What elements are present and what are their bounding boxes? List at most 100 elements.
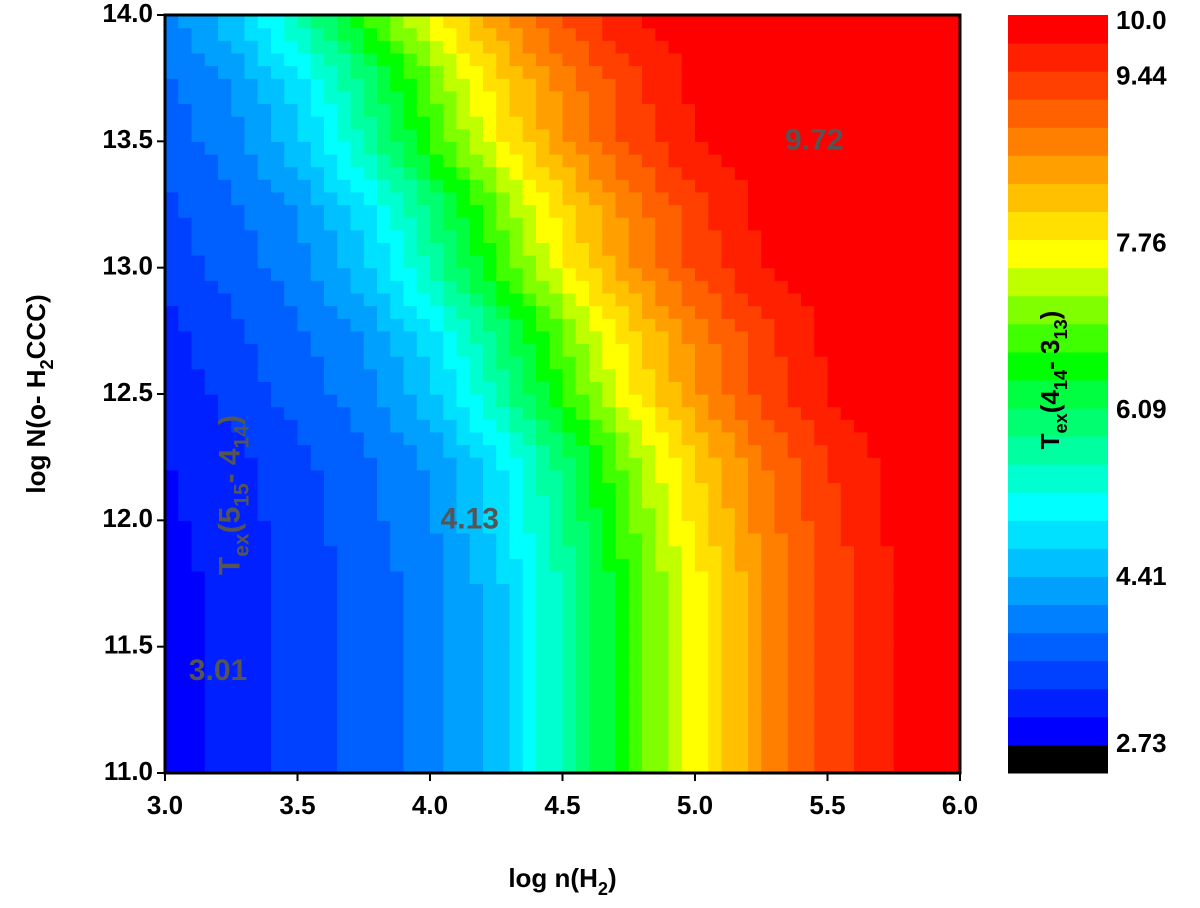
contour-patch [681,722,696,736]
annotation-part: (5 [213,507,246,534]
contour-patch [337,760,352,774]
contour-patch [218,90,232,105]
contour-patch [456,305,471,319]
contour-patch [695,419,709,433]
contour-patch [165,255,179,269]
contour-patch [244,292,259,307]
colorbar-band [1008,548,1108,577]
contour-patch [218,735,232,749]
contour-patch [377,65,391,79]
contour-patch [946,482,961,496]
contour-patch [880,153,895,168]
contour-patch [893,255,908,269]
contour-patch [867,457,882,471]
contour-patch [867,697,882,711]
contour-patch [363,684,378,698]
contour-patch [443,608,458,622]
contour-patch [257,27,272,41]
contour-patch [416,697,431,711]
contour-patch [324,153,338,168]
contour-patch [589,330,603,345]
contour-patch [907,608,921,622]
contour-patch [933,103,948,117]
contour-patch [231,507,246,521]
contour-patch [204,242,219,256]
contour-patch [562,229,577,243]
contour-patch [204,621,219,635]
contour-patch [893,368,908,382]
contour-patch [681,356,696,370]
contour-patch [324,495,338,509]
contour-patch [549,709,564,724]
contour-patch [602,191,617,206]
contour-patch [708,444,723,458]
contour-patch [390,15,405,29]
contour-patch [907,40,921,54]
contour-patch [284,204,299,218]
contour-patch [920,747,935,761]
contour-patch [827,406,842,420]
contour-patch [867,735,882,749]
contour-patch [575,646,590,660]
contour-patch [748,684,762,698]
contour-patch [920,356,935,370]
contour-patch [297,292,312,307]
contour-patch [642,394,656,408]
contour-patch [615,722,630,736]
contour-patch [840,78,855,92]
contour-patch [403,608,418,622]
contour-patch [416,356,431,370]
contour-patch [893,166,908,180]
contour-patch [483,570,497,585]
contour-patch [854,153,868,168]
contour-patch [893,242,908,256]
contour-patch [191,356,206,370]
contour-patch [483,217,497,231]
contour-patch [642,444,656,458]
contour-patch [191,128,206,142]
contour-patch [469,27,484,41]
contour-patch [522,128,537,142]
contour-patch [218,469,232,484]
contour-patch [337,747,352,761]
contour-patch [390,608,405,622]
contour-patch [165,747,179,761]
contour-patch [178,760,193,774]
contour-patch [893,583,908,597]
contour-patch [787,52,802,67]
contour-patch [748,735,762,749]
colorbar-band [1008,379,1108,409]
contour-patch [310,267,325,281]
contour-patch [721,469,736,484]
contour-patch [416,634,431,648]
contour-patch [522,229,537,243]
contour-patch [509,330,524,345]
contour-patch [363,15,378,29]
contour-patch [562,583,577,597]
contour-patch [416,292,431,307]
contour-patch [840,204,855,218]
contour-patch [257,52,272,67]
contour-patch [827,52,842,67]
contour-patch [509,596,524,610]
contour-patch [774,280,789,294]
contour-patch [748,255,762,269]
contour-patch [907,659,921,673]
contour-patch [628,381,643,395]
contour-patch [284,141,299,155]
contour-patch [708,507,723,521]
contour-patch [575,292,590,307]
contour-patch [218,40,232,54]
contour-patch [655,747,670,761]
contour-patch [178,330,193,345]
contour-patch [536,495,550,509]
contour-patch [377,570,391,585]
contour-patch [244,356,259,370]
contour-patch [377,495,391,509]
contour-patch [761,368,776,382]
contour-patch [403,267,418,281]
contour-patch [337,735,352,749]
contour-patch [615,229,630,243]
contour-patch [907,495,921,509]
contour-patch [708,520,723,534]
